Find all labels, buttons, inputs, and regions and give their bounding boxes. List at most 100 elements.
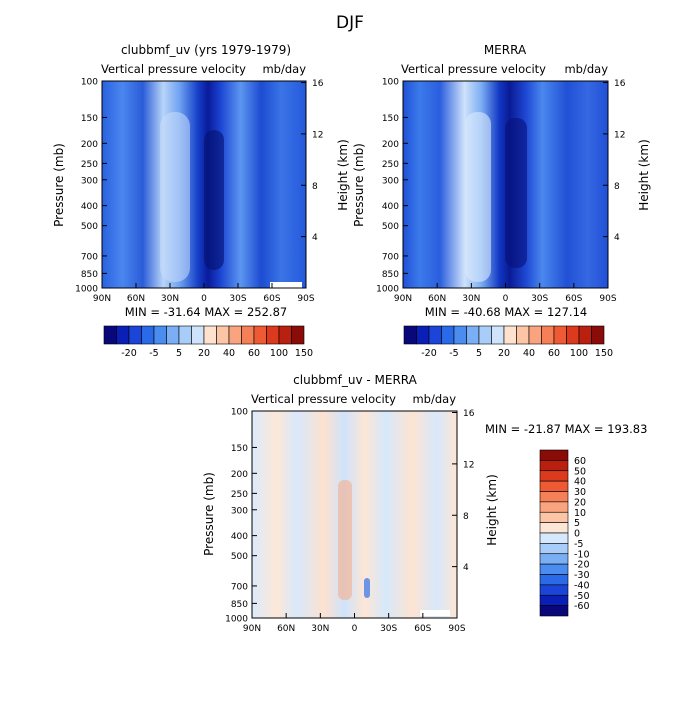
x-tick-label: 30N bbox=[311, 624, 329, 634]
y-tick-label: 250 bbox=[382, 160, 399, 170]
y-tick-label: 250 bbox=[231, 490, 248, 500]
panel-title: MERRA bbox=[484, 43, 527, 57]
x-tick-label: 0 bbox=[201, 294, 207, 304]
colorbar-swatch bbox=[291, 325, 305, 345]
y-tick-label: 150 bbox=[231, 444, 248, 454]
colorbar-label: -5 bbox=[149, 348, 158, 359]
colorbar-swatch bbox=[539, 449, 569, 461]
y2-axis-label: Height (km) bbox=[485, 474, 499, 545]
colorbar-swatch bbox=[166, 325, 180, 345]
colorbar-swatch bbox=[539, 584, 569, 596]
y-tick-label: 700 bbox=[382, 252, 399, 262]
y2-tick-label: 16 bbox=[312, 79, 324, 89]
missing-data-region bbox=[270, 282, 302, 288]
colorbar-swatch bbox=[266, 325, 280, 345]
colorbar-label: 150 bbox=[595, 348, 613, 359]
x-tick-label: 90N bbox=[394, 294, 412, 304]
colorbar-label: 100 bbox=[270, 348, 288, 359]
colorbar-label: 20 bbox=[498, 348, 510, 359]
contour-field bbox=[252, 411, 457, 618]
colorbar-swatch bbox=[539, 594, 569, 606]
panel-model: clubbmf_uv (yrs 1979-1979) Vertical pres… bbox=[52, 43, 350, 359]
panel-title: clubbmf_uv (yrs 1979-1979) bbox=[121, 43, 291, 57]
y2-tick-label: 8 bbox=[463, 512, 469, 522]
y-axis-right-ticks: 16 12 8 4 bbox=[603, 79, 626, 243]
colorbar-swatch bbox=[539, 460, 569, 472]
colorbar-swatch bbox=[428, 325, 442, 345]
colorbar-label: 60 bbox=[548, 348, 560, 359]
colorbar-swatch bbox=[491, 325, 505, 345]
y-tick-label: 700 bbox=[231, 582, 248, 592]
colorbar-swatch bbox=[228, 325, 242, 345]
x-tick-label: 60N bbox=[277, 624, 295, 634]
colorbar-label: 20 bbox=[198, 348, 210, 359]
y2-tick-label: 8 bbox=[312, 182, 318, 192]
contour-highlight bbox=[465, 112, 491, 282]
panel-subtitle-left: Vertical pressure velocity bbox=[251, 392, 396, 406]
y-tick-label: 100 bbox=[231, 408, 248, 418]
min-max-text: MIN = -21.87 MAX = 193.83 bbox=[485, 422, 647, 436]
y2-axis-label: Height (km) bbox=[637, 139, 651, 210]
x-tick-label: 90S bbox=[297, 294, 314, 304]
colorbar-label: 150 bbox=[295, 348, 313, 359]
y-tick-label: 1000 bbox=[376, 285, 399, 295]
colorbar-swatch bbox=[566, 325, 580, 345]
colorbar-label: -30 bbox=[574, 570, 590, 581]
contour-highlight bbox=[160, 112, 190, 282]
x-tick-label: 60N bbox=[127, 294, 145, 304]
colorbar-label: 5 bbox=[476, 348, 482, 359]
colorbar-swatch bbox=[539, 470, 569, 482]
y-tick-label: 100 bbox=[81, 78, 98, 88]
y-tick-label: 850 bbox=[382, 270, 399, 280]
panel-subtitle-right: mb/day bbox=[412, 392, 456, 406]
x-tick-label: 0 bbox=[503, 294, 509, 304]
colorbar-swatch bbox=[539, 543, 569, 555]
y-axis-label: Pressure (mb) bbox=[202, 472, 216, 556]
y-tick-label: 400 bbox=[382, 202, 399, 212]
y-axis-label: Pressure (mb) bbox=[52, 143, 66, 227]
x-tick-label: 30S bbox=[531, 294, 548, 304]
x-tick-label: 60S bbox=[565, 294, 582, 304]
panel-subtitle-right: mb/day bbox=[262, 62, 306, 76]
colorbar-swatch bbox=[441, 325, 455, 345]
y2-tick-label: 16 bbox=[614, 79, 626, 89]
colorbar-label: -20 bbox=[421, 348, 437, 359]
y-tick-label: 200 bbox=[382, 140, 399, 150]
colorbar-swatch bbox=[178, 325, 192, 345]
y2-tick-label: 12 bbox=[614, 130, 625, 140]
panel-title: clubbmf_uv - MERRA bbox=[293, 373, 417, 387]
y-tick-label: 500 bbox=[231, 552, 248, 562]
x-tick-label: 60S bbox=[263, 294, 280, 304]
y2-axis-label: Height (km) bbox=[336, 139, 350, 210]
colorbar-swatch bbox=[539, 553, 569, 565]
y-tick-label: 100 bbox=[382, 78, 399, 88]
y2-tick-label: 4 bbox=[312, 233, 318, 243]
x-tick-label: 30S bbox=[229, 294, 246, 304]
contour-core bbox=[505, 118, 527, 268]
colorbar-label: -60 bbox=[574, 601, 590, 612]
colorbar-label: 60 bbox=[574, 456, 586, 467]
colorbar-swatch bbox=[578, 325, 592, 345]
x-tick-label: 90S bbox=[448, 624, 465, 634]
y-tick-label: 400 bbox=[231, 532, 248, 542]
y-tick-label: 1000 bbox=[75, 285, 98, 295]
y2-tick-label: 12 bbox=[312, 130, 323, 140]
colorbar-swatch bbox=[116, 325, 130, 345]
colorbar-swatch bbox=[539, 605, 569, 617]
colorbar-label: -5 bbox=[574, 539, 583, 550]
min-max-text: MIN = -31.64 MAX = 252.87 bbox=[125, 305, 287, 319]
colorbar-swatch bbox=[528, 325, 542, 345]
y2-tick-label: 8 bbox=[614, 182, 620, 192]
x-tick-label: 30N bbox=[462, 294, 480, 304]
y-axis-left-ticks: 100 150 200 250 300 400 500 700 850 1000 bbox=[376, 78, 408, 295]
colorbar-label: 10 bbox=[574, 508, 586, 519]
panel-subtitle-left: Vertical pressure velocity bbox=[401, 62, 546, 76]
colorbar-swatch bbox=[253, 325, 267, 345]
colorbar-label: -5 bbox=[449, 348, 458, 359]
colorbar-label: 20 bbox=[574, 497, 586, 508]
colorbar-swatch bbox=[539, 532, 569, 544]
y-tick-label: 200 bbox=[81, 140, 98, 150]
colorbar-swatch bbox=[278, 325, 292, 345]
colorbar-swatch bbox=[553, 325, 567, 345]
